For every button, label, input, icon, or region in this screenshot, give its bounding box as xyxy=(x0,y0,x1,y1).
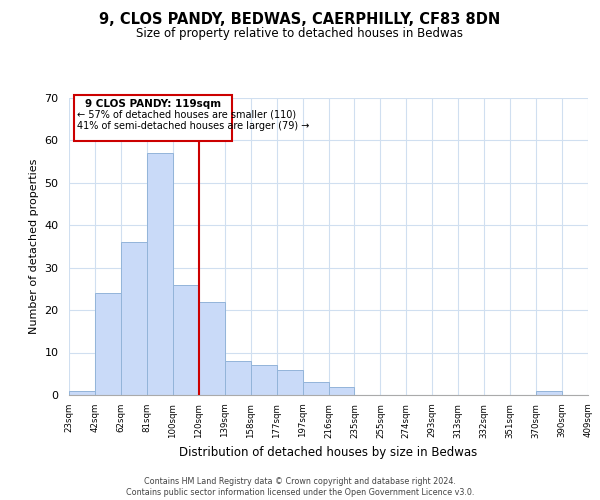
Text: 9 CLOS PANDY: 119sqm: 9 CLOS PANDY: 119sqm xyxy=(85,100,221,110)
Text: 9, CLOS PANDY, BEDWAS, CAERPHILLY, CF83 8DN: 9, CLOS PANDY, BEDWAS, CAERPHILLY, CF83 … xyxy=(100,12,500,28)
Bar xyxy=(173,284,199,395)
Y-axis label: Number of detached properties: Number of detached properties xyxy=(29,158,39,334)
Bar xyxy=(69,391,95,395)
Text: ← 57% of detached houses are smaller (110): ← 57% of detached houses are smaller (11… xyxy=(77,110,296,120)
Bar xyxy=(95,293,121,395)
Bar xyxy=(329,386,355,395)
Bar xyxy=(225,361,251,395)
Text: Contains HM Land Registry data © Crown copyright and database right 2024.: Contains HM Land Registry data © Crown c… xyxy=(144,476,456,486)
Bar xyxy=(302,382,329,395)
Text: Contains public sector information licensed under the Open Government Licence v3: Contains public sector information licen… xyxy=(126,488,474,497)
FancyBboxPatch shape xyxy=(74,94,232,140)
Bar xyxy=(536,391,562,395)
Text: 41% of semi-detached houses are larger (79) →: 41% of semi-detached houses are larger (… xyxy=(77,121,309,131)
Bar xyxy=(121,242,147,395)
X-axis label: Distribution of detached houses by size in Bedwas: Distribution of detached houses by size … xyxy=(179,446,478,459)
Bar xyxy=(147,153,173,395)
Bar xyxy=(251,365,277,395)
Text: Size of property relative to detached houses in Bedwas: Size of property relative to detached ho… xyxy=(137,28,464,40)
Bar xyxy=(277,370,302,395)
Bar xyxy=(199,302,224,395)
